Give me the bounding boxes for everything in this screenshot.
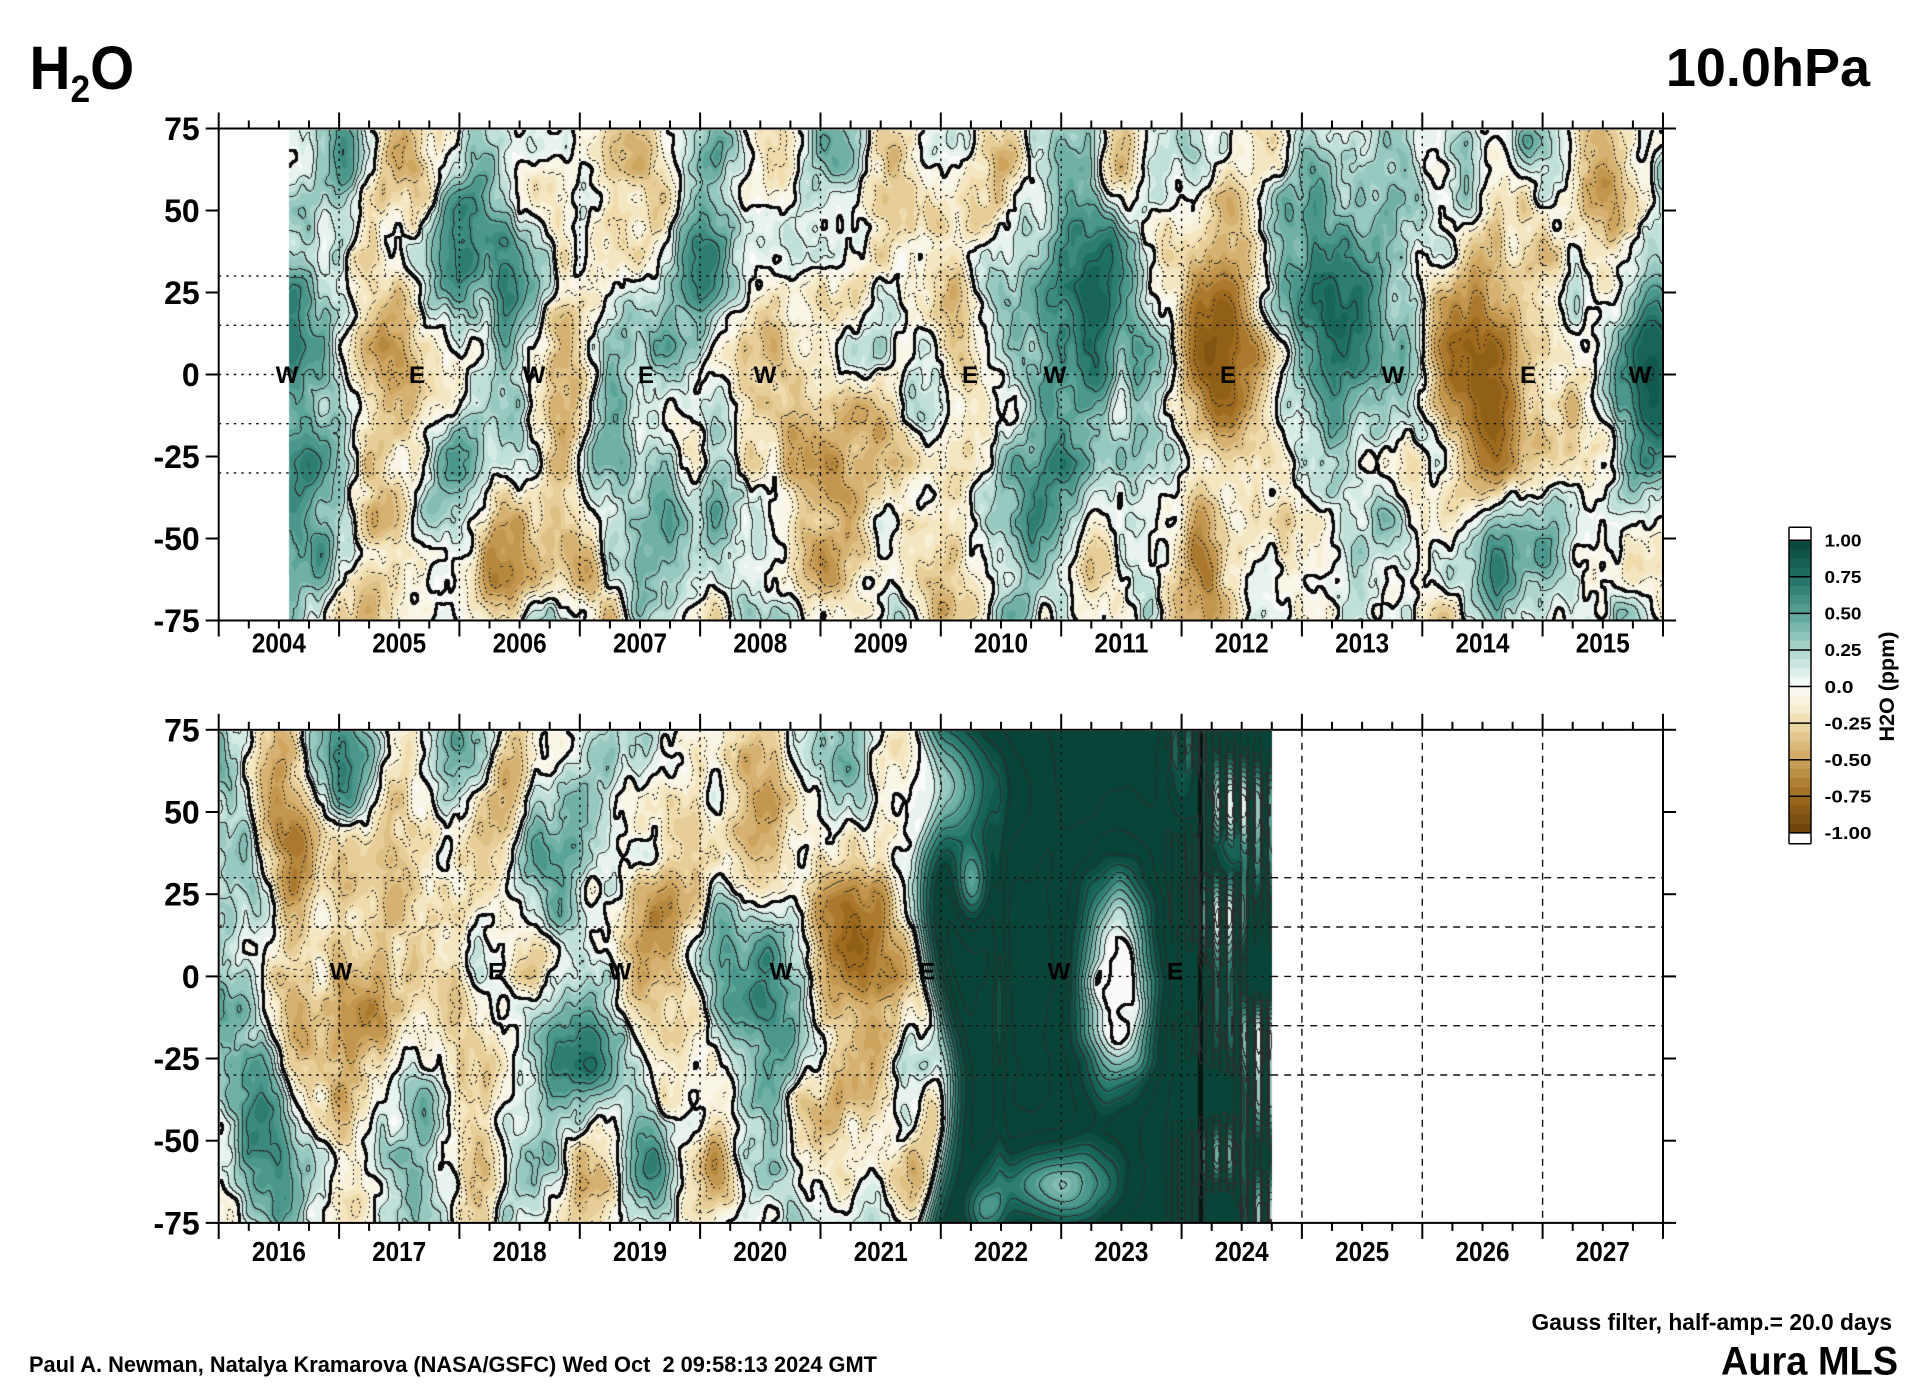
svg-text:2025: 2025 xyxy=(1335,1236,1389,1267)
svg-text:E: E xyxy=(962,362,978,389)
svg-text:E: E xyxy=(1520,362,1536,389)
svg-text:E: E xyxy=(638,362,654,389)
svg-text:75: 75 xyxy=(164,111,200,147)
svg-text:1.00: 1.00 xyxy=(1825,530,1862,550)
svg-text:50: 50 xyxy=(164,795,200,831)
svg-text:2017: 2017 xyxy=(372,1236,426,1267)
svg-text:2018: 2018 xyxy=(493,1236,547,1267)
svg-text:2027: 2027 xyxy=(1576,1236,1630,1267)
svg-text:-0.75: -0.75 xyxy=(1825,787,1872,807)
svg-text:E: E xyxy=(919,958,935,985)
svg-text:-25: -25 xyxy=(153,439,199,475)
svg-text:-0.50: -0.50 xyxy=(1825,750,1872,770)
svg-text:2021: 2021 xyxy=(854,1236,908,1267)
svg-text:2013: 2013 xyxy=(1335,628,1389,659)
svg-text:-50: -50 xyxy=(153,1123,199,1159)
svg-text:2010: 2010 xyxy=(974,628,1028,659)
svg-text:50: 50 xyxy=(164,193,200,229)
svg-text:2026: 2026 xyxy=(1456,1236,1510,1267)
svg-text:0: 0 xyxy=(182,357,200,393)
svg-text:2008: 2008 xyxy=(733,628,787,659)
svg-text:E: E xyxy=(409,362,425,389)
svg-text:E: E xyxy=(488,958,504,985)
svg-text:Paul A. Newman, Natalya Kramar: Paul A. Newman, Natalya Kramarova (NASA/… xyxy=(29,1352,878,1377)
svg-text:W: W xyxy=(1382,362,1405,389)
svg-text:H2O: H2O xyxy=(30,35,135,110)
svg-text:0: 0 xyxy=(182,959,200,995)
svg-text:-0.25: -0.25 xyxy=(1825,713,1872,733)
svg-text:Aura MLS: Aura MLS xyxy=(1721,1340,1898,1384)
svg-text:2007: 2007 xyxy=(613,628,667,659)
svg-text:-25: -25 xyxy=(153,1041,199,1077)
svg-text:-75: -75 xyxy=(153,603,199,639)
svg-text:2005: 2005 xyxy=(372,628,426,659)
svg-text:Gauss filter, half-amp.= 20.0: Gauss filter, half-amp.= 20.0 days xyxy=(1532,1309,1892,1335)
svg-text:0.50: 0.50 xyxy=(1825,604,1862,624)
svg-text:W: W xyxy=(1048,958,1071,985)
svg-text:2015: 2015 xyxy=(1576,628,1630,659)
svg-text:2012: 2012 xyxy=(1215,628,1269,659)
svg-text:W: W xyxy=(330,958,353,985)
svg-text:2020: 2020 xyxy=(733,1236,787,1267)
svg-text:25: 25 xyxy=(164,877,200,913)
svg-text:10.0hPa: 10.0hPa xyxy=(1666,38,1871,98)
svg-text:W: W xyxy=(754,362,777,389)
svg-text:2011: 2011 xyxy=(1094,628,1148,659)
svg-text:2014: 2014 xyxy=(1456,628,1510,659)
svg-text:W: W xyxy=(1629,362,1652,389)
svg-text:-50: -50 xyxy=(153,521,199,557)
svg-text:0.0: 0.0 xyxy=(1825,677,1854,697)
svg-text:0.75: 0.75 xyxy=(1825,567,1862,587)
svg-text:W: W xyxy=(770,958,793,985)
svg-text:2023: 2023 xyxy=(1094,1236,1148,1267)
svg-text:2019: 2019 xyxy=(613,1236,667,1267)
svg-text:W: W xyxy=(1044,362,1067,389)
svg-text:2022: 2022 xyxy=(974,1236,1028,1267)
svg-text:2006: 2006 xyxy=(493,628,547,659)
svg-text:2004: 2004 xyxy=(252,628,306,659)
svg-text:-1.00: -1.00 xyxy=(1825,823,1872,843)
svg-text:2009: 2009 xyxy=(854,628,908,659)
svg-text:0.25: 0.25 xyxy=(1825,640,1862,660)
svg-text:-75: -75 xyxy=(153,1205,199,1241)
svg-text:2024: 2024 xyxy=(1215,1236,1269,1267)
svg-text:75: 75 xyxy=(164,712,200,748)
svg-text:W: W xyxy=(523,362,546,389)
svg-text:2016: 2016 xyxy=(252,1236,306,1267)
svg-text:25: 25 xyxy=(164,275,200,311)
svg-text:W: W xyxy=(609,958,632,985)
svg-text:W: W xyxy=(276,362,299,389)
svg-text:E: E xyxy=(1167,958,1183,985)
svg-text:E: E xyxy=(1220,362,1236,389)
svg-text:H2O (ppm): H2O (ppm) xyxy=(1875,632,1899,742)
